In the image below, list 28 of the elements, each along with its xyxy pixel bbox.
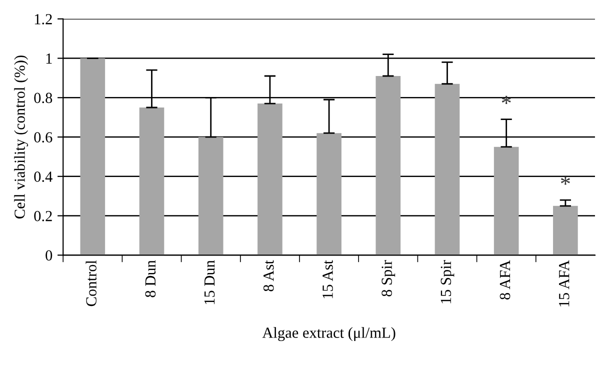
y-tick-label: 1 <box>46 53 52 64</box>
x-tick-label: 15 Spir <box>440 260 454 304</box>
bar <box>258 104 282 256</box>
y-tick-label: 0.8 <box>34 92 52 104</box>
x-tick-label: 8 AFA <box>500 260 510 300</box>
bar <box>80 58 106 256</box>
x-tick-label: 15 Dun <box>204 260 215 304</box>
bar <box>434 84 460 256</box>
y-tick-label: 0 <box>46 250 52 261</box>
x-tick-label: 8 Dun <box>145 260 156 298</box>
bar <box>376 76 401 256</box>
bar <box>139 107 164 256</box>
x-tick-label: Control <box>86 260 96 306</box>
y-axis-title: Cell viability (control (%)) <box>14 56 28 218</box>
x-axis-title: Algae extract (μl/mL) <box>262 327 396 342</box>
y-tick-label: 1.2 <box>34 14 52 24</box>
y-tick-label: 0.4 <box>34 172 52 182</box>
bar <box>198 137 224 256</box>
x-tick-label: 15 Ast <box>322 260 333 298</box>
annotation: * <box>560 176 570 185</box>
bar <box>494 146 519 256</box>
bar <box>316 133 342 256</box>
x-tick-label: 15 AFA <box>559 260 570 306</box>
bar <box>553 206 578 256</box>
x-tick-label: 8 Spir <box>382 260 396 296</box>
y-tick-label: 0.6 <box>34 132 52 143</box>
x-tick-label: 8 Ast <box>263 260 274 292</box>
y-tick-label: 0.2 <box>34 210 52 222</box>
